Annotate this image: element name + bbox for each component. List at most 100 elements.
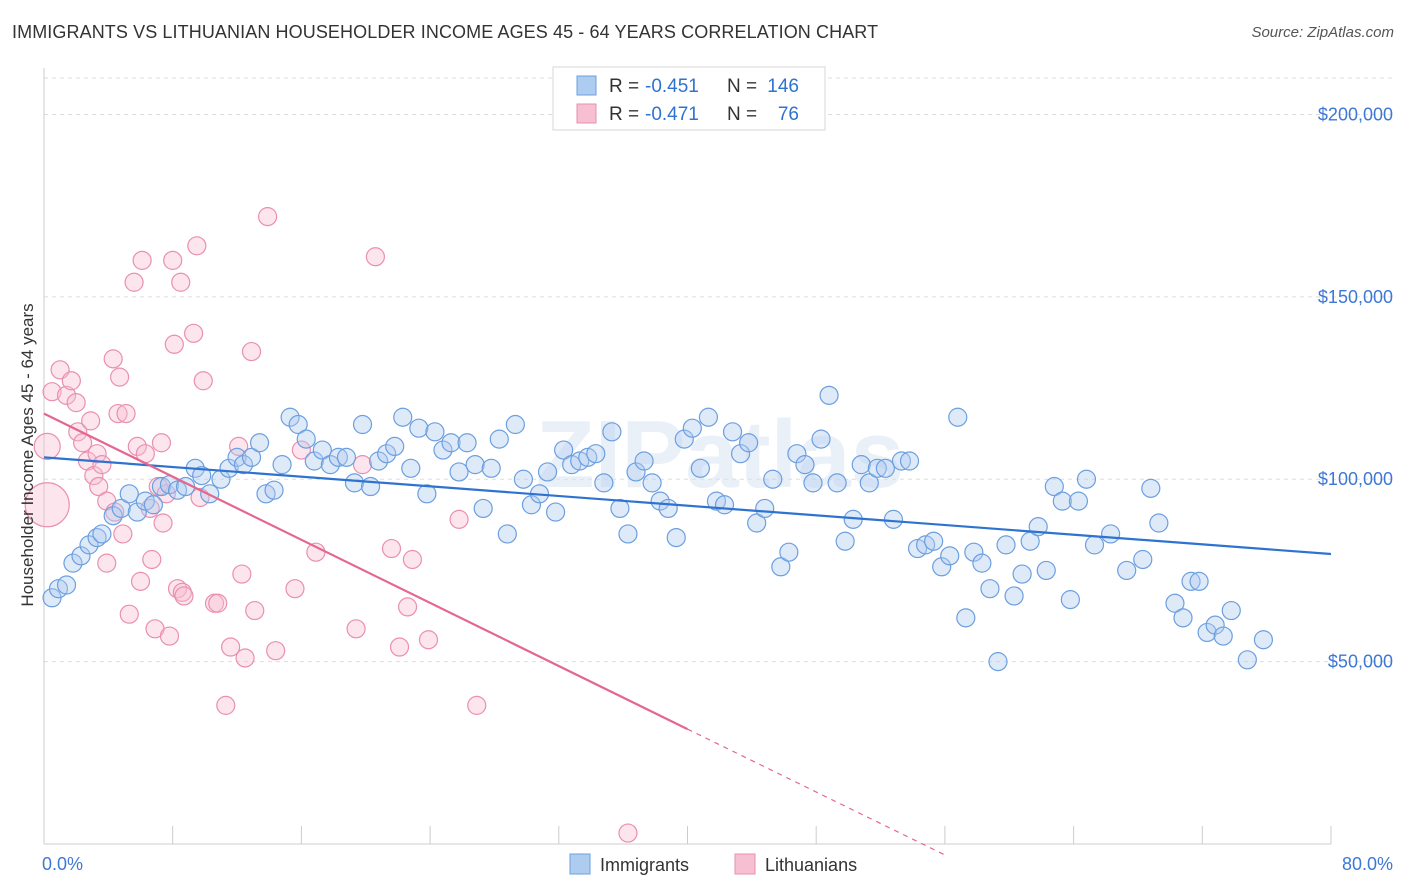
lithuanians-point — [113, 524, 133, 544]
immigrants-point — [119, 484, 139, 504]
lithuanians-point — [221, 637, 241, 657]
lithuanians-point — [24, 482, 70, 528]
immigrants-point — [1060, 590, 1080, 610]
lithuanians-point — [346, 619, 366, 639]
immigrants-point — [1101, 524, 1121, 544]
immigrants-point — [1213, 626, 1233, 646]
lithuanians-point — [42, 382, 62, 402]
immigrants-point — [594, 473, 614, 493]
immigrants-point — [988, 652, 1008, 672]
immigrants-point — [996, 535, 1016, 555]
lithuanians-point — [89, 476, 109, 497]
immigrants-point — [682, 418, 702, 438]
lithuanians-points — [24, 207, 638, 843]
lithuanians-point — [103, 349, 123, 369]
lithuanians-point — [381, 538, 402, 559]
immigrants-point — [859, 473, 879, 493]
bottom-legend-immigrants-label: Immigrants — [600, 855, 689, 875]
immigrants-point — [1181, 571, 1201, 591]
bottom-legend: Immigrants Lithuanians — [569, 853, 857, 875]
immigrants-point — [586, 444, 606, 464]
immigrants-point — [1165, 593, 1185, 613]
lithuanians-point — [184, 323, 204, 343]
immigrants-point — [739, 433, 759, 453]
immigrants-points — [42, 385, 1274, 672]
lithuanians-point — [208, 593, 228, 613]
legend-lithuanians-r-label: R = — [609, 104, 639, 125]
lithuanians-point — [87, 444, 107, 464]
immigrants-point — [674, 429, 694, 449]
y-tick-label: $50,000 — [1328, 652, 1393, 672]
immigrants-point — [103, 506, 123, 526]
legend-lithuanians-swatch — [576, 103, 597, 124]
lithuanians-point — [151, 433, 172, 453]
immigrants-point — [143, 495, 163, 515]
lithuanians-point — [171, 272, 191, 292]
legend-immigrants-r-label: R = — [609, 76, 639, 97]
lithuanians-point — [142, 549, 162, 570]
lithuanians-point — [235, 648, 255, 668]
immigrants-point — [417, 484, 437, 504]
lithuanians-point — [285, 579, 305, 599]
immigrants-point — [312, 440, 332, 460]
lithuanians-point — [132, 250, 152, 270]
immigrants-point — [1052, 491, 1072, 511]
immigrants-point — [1253, 630, 1274, 650]
immigrants-point — [151, 476, 172, 497]
lithuanians-point — [193, 371, 213, 391]
lithuanians-point — [56, 385, 77, 405]
lithuanians-point — [467, 695, 487, 715]
lithuanians-point — [124, 272, 144, 292]
bottom-legend-lithuanians-swatch — [734, 853, 756, 875]
trend-lines — [43, 412, 1332, 856]
lithuanians-point — [258, 207, 278, 227]
lithuanians-trend-extension — [687, 728, 946, 856]
immigrants-point — [513, 469, 534, 489]
immigrants-point — [948, 407, 968, 427]
lithuanians-point — [153, 513, 173, 533]
immigrants-point — [1149, 513, 1169, 533]
lithuanians-point — [130, 571, 151, 591]
immigrants-point — [227, 447, 247, 467]
lithuanians-point — [84, 465, 104, 486]
lithuanians-point — [81, 411, 101, 431]
lithuanians-point — [402, 549, 423, 570]
immigrants-point — [867, 458, 887, 478]
immigrants-point — [1036, 560, 1056, 581]
immigrants-point — [811, 429, 831, 449]
x-tick-label-max: 80.0% — [1342, 854, 1393, 874]
immigrants-point — [1197, 622, 1217, 643]
immigrants-point — [497, 524, 517, 544]
lithuanians-point — [164, 334, 184, 354]
bottom-legend-immigrants-swatch — [569, 853, 591, 875]
lithuanians-point — [66, 393, 86, 413]
lithuanians-point — [365, 247, 386, 267]
immigrants-point — [192, 465, 212, 486]
legend-lithuanians-n-label: N = — [727, 104, 757, 125]
immigrants-point — [344, 473, 365, 493]
immigrants-point — [755, 498, 775, 519]
immigrants-point — [1141, 478, 1161, 498]
immigrants-point — [369, 451, 389, 471]
immigrants-point — [1012, 564, 1032, 584]
immigrants-point — [328, 447, 349, 467]
immigrants-trend-line — [43, 456, 1332, 556]
lithuanians-point — [127, 436, 147, 457]
top-legend: R = -0.451 N = 146 R = -0.471 N = 76 — [552, 66, 826, 131]
immigrants-point — [698, 407, 719, 427]
immigrants-point — [763, 469, 783, 489]
lithuanians-point — [33, 432, 61, 461]
bottom-legend-lithuanians-label: Lithuanians — [765, 855, 857, 875]
x-tick-label-min: 0.0% — [42, 854, 83, 874]
immigrants-point — [835, 531, 855, 551]
lithuanians-point — [245, 600, 265, 621]
legend-immigrants-r-value: -0.451 — [645, 76, 699, 97]
immigrants-point — [554, 440, 574, 460]
immigrants-point — [1068, 491, 1089, 511]
immigrants-point — [296, 429, 316, 449]
immigrants-point — [690, 458, 710, 478]
immigrants-point — [642, 473, 662, 493]
immigrants-point — [980, 579, 1000, 599]
immigrants-point — [336, 447, 357, 467]
legend-immigrants-swatch — [576, 75, 597, 96]
